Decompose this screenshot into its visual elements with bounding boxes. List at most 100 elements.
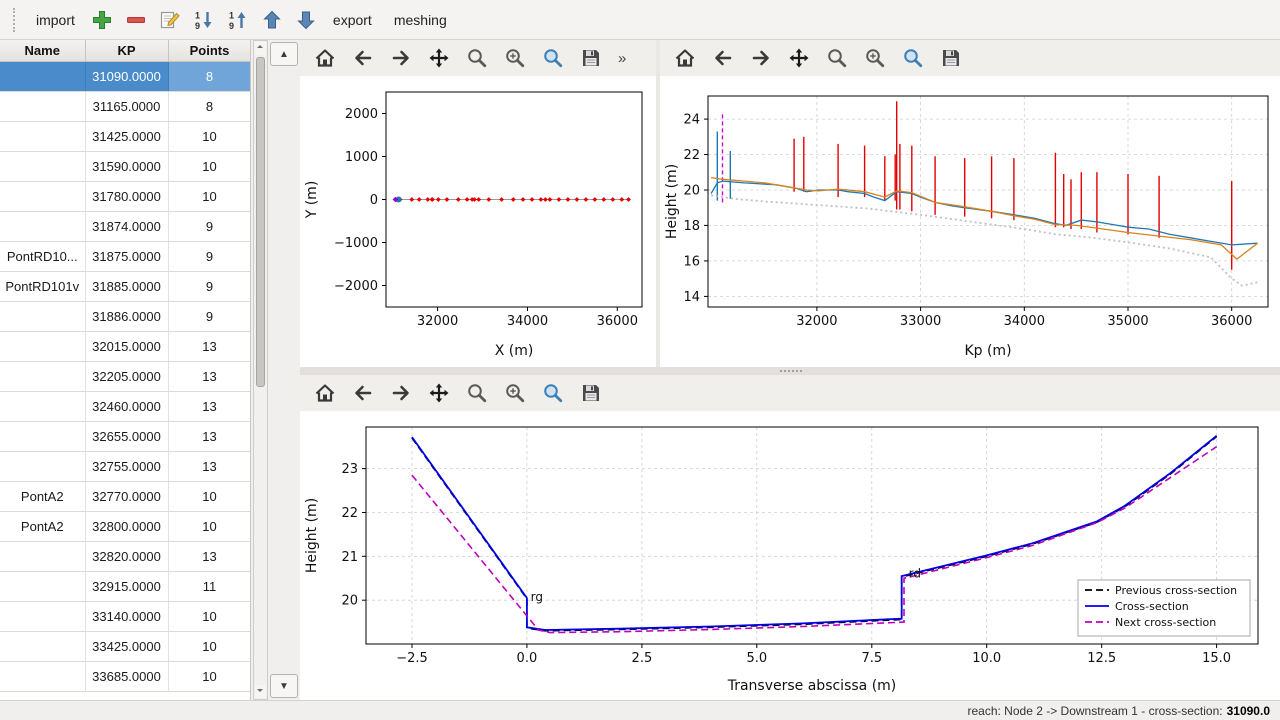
name-cell[interactable] [0,421,86,452]
kp-cell[interactable]: 32770.0000 [85,481,169,512]
points-cell[interactable]: 10 [168,661,250,692]
save-button[interactable] [576,44,606,72]
points-cell[interactable]: 9 [168,211,250,242]
forward-button[interactable] [386,44,416,72]
add-button[interactable] [87,5,117,35]
plan-canvas[interactable]: 32000 34000 36000 −2000 −1000 0 1000 2000 X (m) Y… [300,76,656,372]
table-row[interactable]: 33425.0000 10 [0,631,250,662]
name-cell[interactable] [0,661,86,692]
kp-cell[interactable]: 32205.0000 [85,361,169,392]
subplots-button[interactable] [860,44,890,72]
column-header-kp[interactable]: KP [84,40,169,62]
scroll-bottom-button[interactable]: ▼ [270,674,298,698]
horizontal-splitter[interactable] [300,367,1280,375]
scroll-top-button[interactable]: ▲ [270,42,298,66]
table-row[interactable]: 31090.0000 8 [0,61,250,92]
kp-cell[interactable]: 31090.0000 [85,61,169,92]
points-cell[interactable]: 8 [168,91,250,122]
profile-chart[interactable]: 32000 33000 34000 35000 36000 14 16 18 20 22 24 Kp … [660,76,1280,367]
subplots-button[interactable] [500,379,530,407]
menu-import[interactable]: import [36,11,75,28]
kp-cell[interactable]: 32800.0000 [85,511,169,542]
name-cell[interactable] [0,121,86,152]
table-row[interactable]: 32015.0000 13 [0,331,250,362]
kp-cell[interactable]: 32755.0000 [85,451,169,482]
scrollbar-thumb[interactable] [256,57,265,387]
table-row[interactable]: 32755.0000 13 [0,451,250,482]
zoom-button[interactable] [822,44,852,72]
kp-cell[interactable]: 31886.0000 [85,301,169,332]
table-row[interactable]: 32205.0000 13 [0,361,250,392]
move-up-button[interactable] [257,5,287,35]
table-row[interactable]: 33140.0000 10 [0,601,250,632]
name-cell[interactable]: PontRD10... [0,241,86,272]
save-button[interactable] [936,44,966,72]
kp-cell[interactable]: 31885.0000 [85,271,169,302]
table-row[interactable]: 31165.0000 8 [0,91,250,122]
home-button[interactable] [670,44,700,72]
name-cell[interactable] [0,571,86,602]
name-cell[interactable] [0,301,86,332]
forward-button[interactable] [386,379,416,407]
table-row[interactable]: 31425.0000 10 [0,121,250,152]
toolbar-overflow-button[interactable]: » [614,50,630,67]
name-cell[interactable] [0,361,86,392]
kp-cell[interactable]: 31875.0000 [85,241,169,272]
table-row[interactable]: 33685.0000 10 [0,661,250,692]
points-cell[interactable]: 10 [168,481,250,512]
table-row[interactable]: PontA2 32800.0000 10 [0,511,250,542]
points-cell[interactable]: 13 [168,421,250,452]
zoom-button[interactable] [462,44,492,72]
table-row[interactable]: 32460.0000 13 [0,391,250,422]
profile-canvas[interactable]: 32000 33000 34000 35000 36000 14 16 18 20 22 24 Kp … [660,76,1280,372]
pan-button[interactable] [424,44,454,72]
name-cell[interactable]: PontA2 [0,511,86,542]
menu-export[interactable]: export [332,11,372,28]
edit-button[interactable] [155,5,185,35]
table-row[interactable]: PontA2 32770.0000 10 [0,481,250,512]
sort-descending-button[interactable] [223,5,253,35]
column-header-name[interactable]: Name [0,40,86,62]
name-cell[interactable] [0,91,86,122]
points-cell[interactable]: 9 [168,301,250,332]
customize-button[interactable] [538,379,568,407]
customize-button[interactable] [898,44,928,72]
table-row[interactable]: 32655.0000 13 [0,421,250,452]
table-row[interactable]: 32820.0000 13 [0,541,250,572]
plan-chart[interactable]: 32000 34000 36000 −2000 −1000 0 1000 2000 X (m) Y… [300,76,656,367]
table-row[interactable]: 31780.0000 10 [0,181,250,212]
points-cell[interactable]: 13 [168,361,250,392]
back-button[interactable] [348,44,378,72]
table-row[interactable]: 31874.0000 9 [0,211,250,242]
name-cell[interactable] [0,61,86,92]
name-cell[interactable] [0,631,86,662]
pan-button[interactable] [784,44,814,72]
sort-ascending-button[interactable] [189,5,219,35]
kp-cell[interactable]: 32015.0000 [85,331,169,362]
scrollbar-up-button[interactable] [255,42,266,55]
kp-cell[interactable]: 33140.0000 [85,601,169,632]
cross-section-canvas[interactable]: −2.5 0.0 2.5 5.0 7.5 10.0 12.5 15.0 20 21 22 23 Tran… [300,411,1280,707]
table-row[interactable]: 32915.0000 11 [0,571,250,602]
kp-cell[interactable]: 32655.0000 [85,421,169,452]
kp-cell[interactable]: 31425.0000 [85,121,169,152]
table-scrollbar[interactable] [253,40,268,700]
kp-cell[interactable]: 33425.0000 [85,631,169,662]
points-cell[interactable]: 13 [168,451,250,482]
name-cell[interactable] [0,331,86,362]
points-cell[interactable]: 10 [168,511,250,542]
back-button[interactable] [348,379,378,407]
points-cell[interactable]: 10 [168,631,250,662]
points-cell[interactable]: 10 [168,601,250,632]
name-cell[interactable] [0,601,86,632]
subplots-button[interactable] [500,44,530,72]
name-cell[interactable] [0,181,86,212]
scrollbar-down-button[interactable] [255,685,266,698]
menu-meshing[interactable]: meshing [393,11,447,28]
points-cell[interactable]: 8 [168,61,250,92]
name-cell[interactable] [0,541,86,572]
name-cell[interactable] [0,211,86,242]
points-cell[interactable]: 13 [168,541,250,572]
points-cell[interactable]: 9 [168,241,250,272]
kp-cell[interactable]: 32460.0000 [85,391,169,422]
